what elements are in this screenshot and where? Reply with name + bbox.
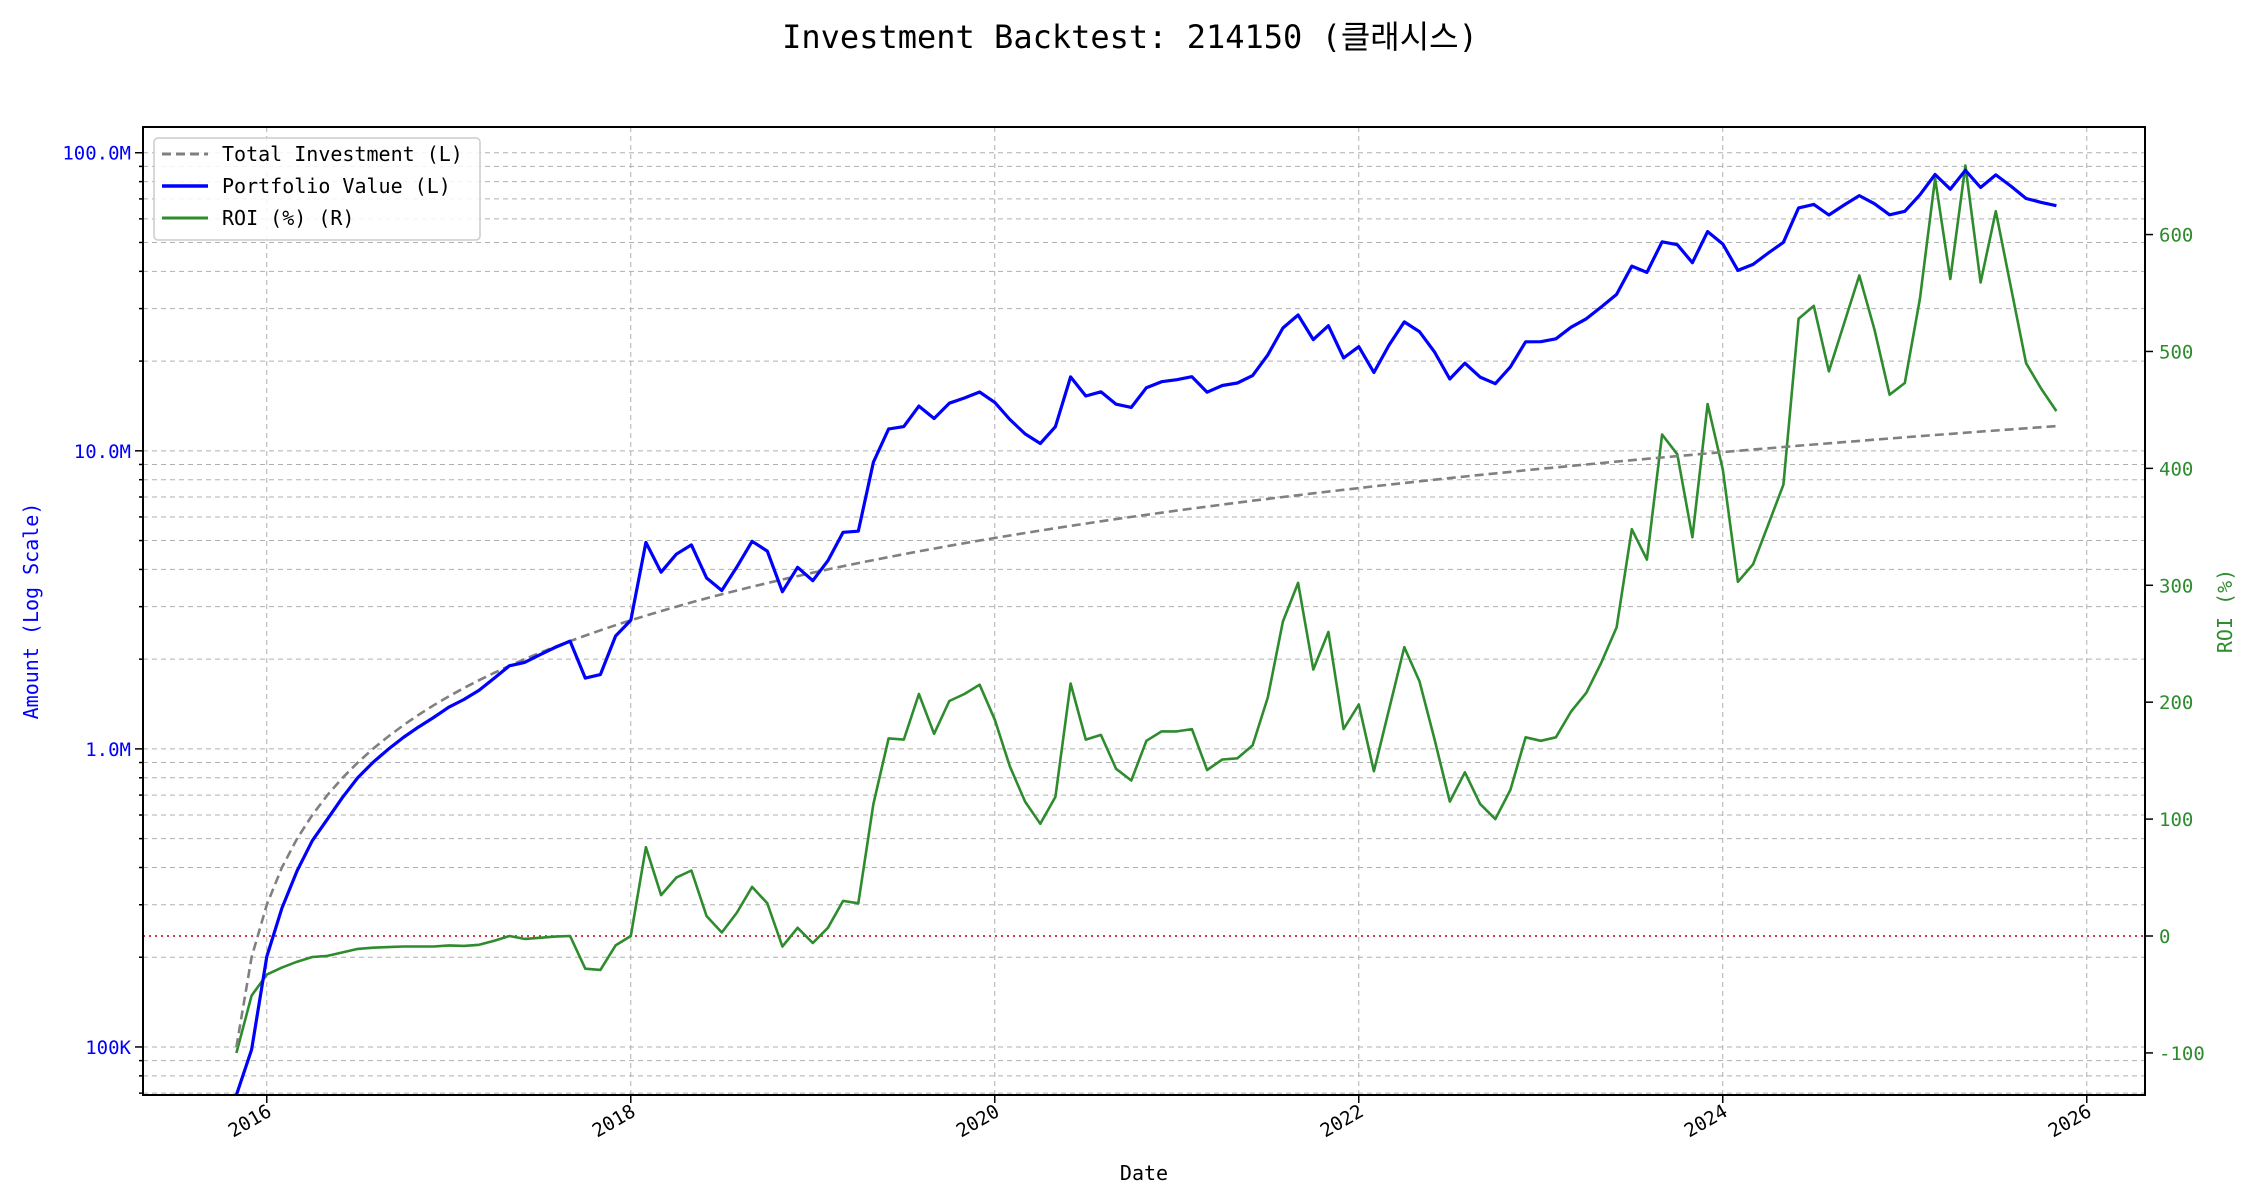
y-left-tick-label: 1.0M: [85, 739, 131, 761]
y-right-tick-label: 500: [2159, 341, 2193, 363]
y-right-tick-label: 300: [2159, 575, 2193, 597]
legend-investment-label: Total Investment (L): [222, 142, 463, 166]
y-left-axis-label: Amount (Log Scale): [19, 503, 43, 720]
legend-portfolio-label: Portfolio Value (L): [222, 174, 451, 198]
portfolio-value-line: [234, 168, 2057, 1095]
x-axis-label: Date: [1120, 1161, 1168, 1185]
grid-lines: [143, 127, 2145, 1095]
y-right-tick-label: 0: [2159, 926, 2170, 948]
plot-frame: [142, 126, 2146, 1096]
legend-box: [153, 137, 481, 241]
y-right-tick-label: 400: [2159, 458, 2193, 480]
y-right-tick-label: -100: [2159, 1043, 2205, 1065]
y-right-tick-label: 200: [2159, 692, 2193, 714]
y-right-tick-label: 100: [2159, 809, 2193, 831]
y-left-tick-label: 100K: [85, 1037, 131, 1059]
legend: Total Investment (L) Portfolio Value (L)…: [153, 137, 481, 241]
chart-title: Investment Backtest: 214150 (클래시스): [782, 18, 1478, 56]
series-lines: [234, 164, 2058, 1095]
y-right-tick-label: 600: [2159, 225, 2193, 247]
y-right-axis-label: ROI (%): [2213, 569, 2237, 653]
legend-roi-label: ROI (%) (R): [222, 206, 354, 230]
total-investment-line: [235, 424, 2057, 1048]
roi-line: [235, 164, 2058, 1054]
y-left-tick-label: 100.0M: [62, 143, 131, 165]
y-left-tick-label: 10.0M: [74, 441, 131, 463]
